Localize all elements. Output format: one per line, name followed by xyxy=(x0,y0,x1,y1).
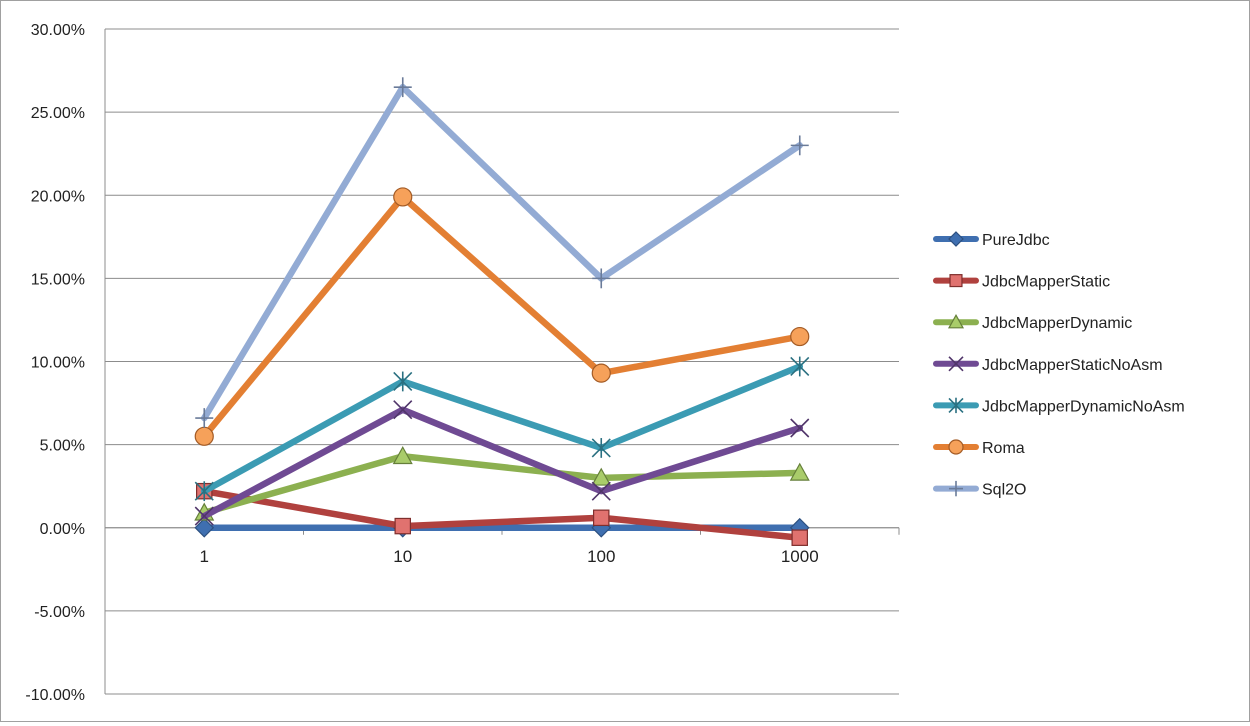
data-point-marker xyxy=(591,481,611,501)
data-point-marker xyxy=(591,363,611,383)
data-point-marker xyxy=(194,426,214,446)
data-point-marker xyxy=(591,467,612,486)
series-line xyxy=(201,193,803,440)
data-point-marker xyxy=(591,438,611,458)
data-point-marker xyxy=(948,439,964,455)
data-point-marker xyxy=(949,480,963,497)
data-point-marker xyxy=(393,400,413,420)
data-point-marker xyxy=(592,509,610,527)
series-line xyxy=(201,406,803,520)
y-tick-label: 15.00% xyxy=(31,271,85,288)
data-point-marker xyxy=(393,187,413,207)
y-tick-label: 20.00% xyxy=(31,188,85,205)
series-jdbcmapperstatic xyxy=(196,482,808,546)
x-tick-label: 1000 xyxy=(781,547,819,566)
series-line xyxy=(201,363,803,495)
x-tick-label: 10 xyxy=(393,547,412,566)
series-line xyxy=(201,453,803,517)
y-tick-label: -5.00% xyxy=(34,604,85,621)
data-point-marker xyxy=(947,313,965,329)
legend-label: Sql2O xyxy=(982,482,1026,499)
data-point-marker xyxy=(394,517,412,535)
series-lines xyxy=(194,77,810,546)
series-line xyxy=(201,83,803,422)
data-point-marker xyxy=(194,481,214,502)
y-tick-label: -10.00% xyxy=(25,687,85,704)
gridlines xyxy=(105,28,899,695)
y-tick-label: 5.00% xyxy=(40,438,85,455)
y-tick-label: 25.00% xyxy=(31,105,85,122)
axes: -10.00% -5.00% 0.00% 5.00% 10.00% 15.00% 20.00… xyxy=(25,22,900,704)
x-tick-label: 100 xyxy=(587,547,615,566)
legend-label: JdbcMapperStatic xyxy=(982,274,1110,291)
data-point-marker xyxy=(194,506,214,526)
legend-item: JdbcMapperDynamic xyxy=(933,313,1132,332)
data-point-marker xyxy=(195,408,214,428)
data-point-marker xyxy=(791,529,808,546)
series-sql2o xyxy=(195,77,809,428)
legend-label: JdbcMapperDynamic xyxy=(982,315,1132,332)
legend-item: JdbcMapperStaticNoAsm xyxy=(933,356,1163,374)
data-point-marker xyxy=(194,517,215,538)
series-jdbcmapperdynamic xyxy=(194,446,810,521)
legend-label: JdbcMapperStaticNoAsm xyxy=(982,357,1163,374)
series-line xyxy=(201,487,803,541)
legend-item: Roma xyxy=(933,439,1025,457)
legend-item: JdbcMapperDynamicNoAsm xyxy=(933,397,1185,415)
series-jdbcmapperstaticnoasm xyxy=(194,400,810,526)
data-point-marker xyxy=(949,274,963,288)
legend-label: PureJdbc xyxy=(982,232,1050,249)
legend-item: Sql2O xyxy=(933,480,1026,499)
legend-item: JdbcMapperStatic xyxy=(933,274,1110,291)
data-point-marker xyxy=(789,462,810,481)
data-point-marker xyxy=(948,356,964,372)
series-roma xyxy=(194,187,810,446)
series-jdbcmapperdynamicnoasm xyxy=(194,356,810,502)
legend-label: Roma xyxy=(982,440,1025,457)
data-point-marker xyxy=(790,418,810,438)
data-point-marker xyxy=(790,356,810,377)
data-point-marker xyxy=(790,326,810,347)
y-tick-label: 10.00% xyxy=(31,355,85,372)
data-point-marker xyxy=(392,446,413,465)
data-point-marker xyxy=(948,397,964,414)
legend-label: JdbcMapperDynamicNoAsm xyxy=(982,398,1185,415)
y-tick-label: 0.00% xyxy=(40,521,85,538)
x-tick-label: 1 xyxy=(200,547,209,566)
data-point-marker xyxy=(393,371,413,392)
legend: PureJdbc JdbcMapperStatic JdbcMapperDynami… xyxy=(933,231,1185,499)
data-point-marker xyxy=(592,268,611,289)
legend-item: PureJdbc xyxy=(933,231,1050,249)
y-tick-label: 30.00% xyxy=(31,22,85,39)
data-point-marker xyxy=(948,231,964,247)
data-point-marker xyxy=(393,77,412,98)
data-point-marker xyxy=(790,135,809,156)
